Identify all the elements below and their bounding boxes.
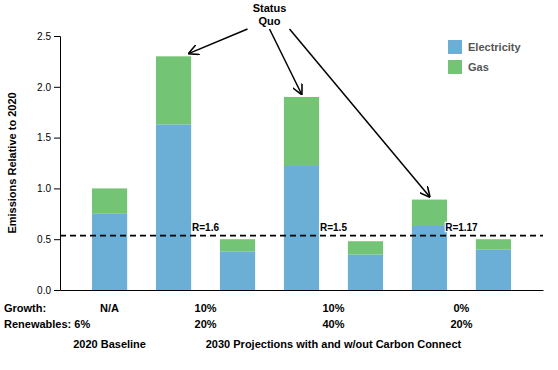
axis-title: Emissions Relative to 2020 bbox=[6, 92, 18, 233]
tick-label: 2.0 bbox=[37, 82, 51, 93]
bar bbox=[348, 254, 383, 290]
bar bbox=[220, 239, 255, 251]
tick: 0.5 bbox=[37, 234, 60, 245]
tick: 1.5 bbox=[37, 132, 60, 143]
annotations: R=1.6 R=1.5 R=1.17 bbox=[192, 222, 478, 233]
ratio-label: R=1.17 bbox=[445, 222, 478, 233]
x-axis bbox=[61, 290, 544, 291]
tick: 0.0 bbox=[37, 285, 60, 296]
tick-mark bbox=[54, 87, 60, 88]
renewables-label: 40% bbox=[322, 318, 344, 330]
legend-label: Electricity bbox=[468, 41, 521, 53]
ratio-label: R=1.6 bbox=[192, 222, 219, 233]
series bbox=[92, 56, 511, 254]
row-header: Growth: bbox=[4, 302, 46, 314]
axis-line bbox=[54, 37, 61, 291]
section-label: 2020 Baseline bbox=[73, 338, 146, 350]
bar bbox=[348, 241, 383, 254]
bar bbox=[284, 97, 319, 166]
arrow bbox=[189, 29, 247, 53]
tick-label: 0.5 bbox=[37, 234, 51, 245]
bar bbox=[156, 56, 191, 124]
bar bbox=[476, 249, 511, 290]
chart: 0.0 0.5 1.0 1.5 2.0 2.5 R=1.6 R=1.5 R=1.17 Electr… bbox=[0, 0, 558, 370]
tick: 2.0 bbox=[37, 82, 60, 93]
bottom-table: Growth: Renewables: 6% N/A 10% 10% 0% 20% 40% 20… bbox=[4, 302, 473, 350]
reference-line bbox=[60, 235, 543, 237]
tick: 2.5 bbox=[37, 31, 60, 42]
renewables-label: 20% bbox=[450, 318, 472, 330]
bar bbox=[412, 200, 447, 226]
bar bbox=[92, 214, 127, 290]
section-label: 2030 Projections with and w/out Carbon C… bbox=[206, 338, 462, 350]
plot: 0.0 0.5 1.0 1.5 2.0 2.5 R=1.6 R=1.5 R=1.17 Electr… bbox=[4, 31, 544, 350]
tick-mark bbox=[54, 36, 60, 37]
y-axis: 0.0 0.5 1.0 1.5 2.0 2.5 bbox=[37, 31, 60, 296]
row-header: Renewables: 6% bbox=[4, 318, 90, 330]
renewables-label: 20% bbox=[195, 318, 217, 330]
tick-mark bbox=[54, 188, 60, 189]
growth-label: 10% bbox=[195, 302, 217, 314]
tick: 1.0 bbox=[37, 183, 60, 194]
bar bbox=[92, 188, 127, 213]
growth-label: 0% bbox=[453, 302, 469, 314]
tick-label: 1.5 bbox=[37, 132, 51, 143]
tick-mark bbox=[54, 239, 60, 240]
tick-label: 2.5 bbox=[37, 31, 51, 42]
bar bbox=[284, 166, 319, 290]
legend-item: Gas bbox=[448, 60, 489, 74]
bar bbox=[476, 239, 511, 249]
arrow bbox=[290, 29, 430, 197]
growth-label: N/A bbox=[100, 302, 119, 314]
legend-item: Electricity bbox=[448, 40, 521, 54]
ratio-label: R=1.5 bbox=[320, 222, 347, 233]
legend-swatch bbox=[448, 60, 462, 74]
legend-label: Gas bbox=[468, 61, 489, 73]
marks bbox=[60, 56, 543, 290]
growth-label: 10% bbox=[322, 302, 344, 314]
tick-mark bbox=[54, 290, 60, 291]
axis-line bbox=[61, 290, 544, 291]
legend: Electricity Gas bbox=[448, 40, 521, 74]
bar bbox=[220, 251, 255, 290]
legend-swatch bbox=[448, 40, 462, 54]
annotation: StatusQuo bbox=[253, 2, 287, 27]
tick-label: 1.0 bbox=[37, 183, 51, 194]
tick-mark bbox=[54, 138, 60, 139]
bar bbox=[156, 124, 191, 290]
tick-label: 0.0 bbox=[37, 285, 51, 296]
